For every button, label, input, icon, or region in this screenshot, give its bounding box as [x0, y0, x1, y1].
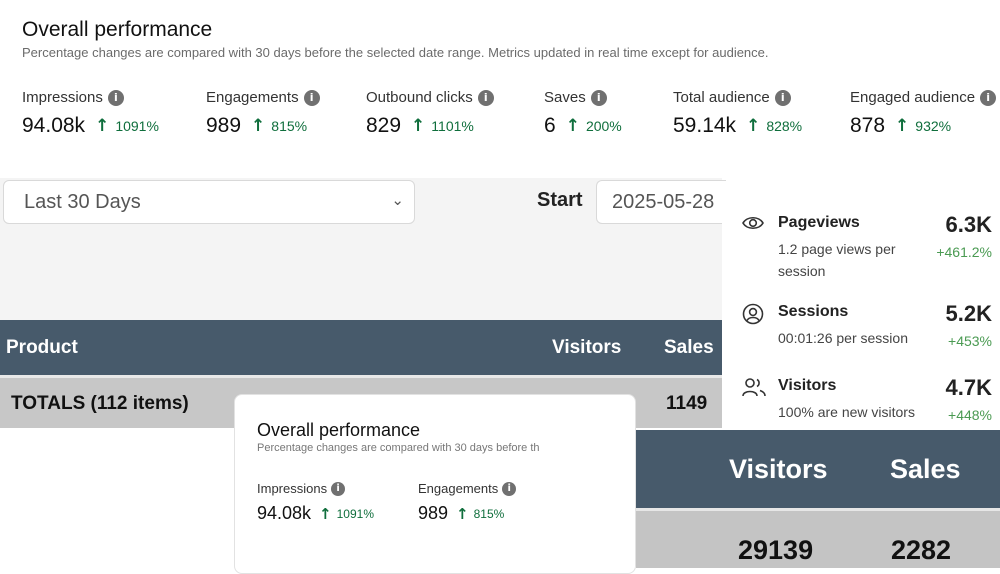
- table-header: Product Visitors Sales: [0, 320, 722, 375]
- metric-label: Impressions: [22, 89, 103, 106]
- info-icon[interactable]: i: [590, 89, 607, 106]
- arrow-up-icon: ↑: [319, 504, 332, 523]
- metric-value: 94.08k: [22, 114, 86, 137]
- stat-change: +453%: [948, 333, 992, 349]
- metric-change: 815%: [473, 506, 505, 521]
- column-header-visitors[interactable]: Visitors: [552, 337, 622, 358]
- stat-change: +448%: [948, 407, 992, 423]
- stat-description: 1.2 page views per session: [778, 241, 896, 279]
- analytics-stats-panel: Pageviews 1.2 page views per session 6.3…: [722, 190, 1000, 430]
- stat-description: 00:01:26 per session: [778, 330, 908, 346]
- eye-icon: [742, 214, 764, 237]
- info-icon[interactable]: i: [502, 481, 517, 496]
- table-row: 29139 2282: [636, 508, 1000, 568]
- metric-value: 6: [544, 114, 556, 137]
- stat-name: Visitors: [778, 377, 837, 394]
- metric-change: 200%: [585, 118, 622, 134]
- metric-value: 94.08k: [257, 503, 312, 523]
- info-icon[interactable]: i: [107, 89, 124, 106]
- visitors-total: 29139: [738, 535, 814, 565]
- start-date-input[interactable]: 2025-05-28: [596, 180, 726, 224]
- metric-change: 1091%: [115, 118, 159, 134]
- sales-total: 2282: [891, 535, 952, 565]
- metric-change: 828%: [766, 118, 803, 134]
- card-title: Overall performance: [257, 420, 421, 440]
- metric-engagements: Engagements i 989 ↑ 815%: [206, 89, 320, 138]
- column-header-sales[interactable]: Sales: [664, 337, 714, 358]
- totals-label: TOTALS (112 items): [11, 393, 189, 414]
- stat-name: Pageviews: [778, 214, 860, 231]
- metric-value: 989: [418, 503, 449, 523]
- metric-label: Outbound clicks: [366, 89, 473, 106]
- arrow-up-icon: ↑: [456, 504, 469, 523]
- metric-label: Engagements: [418, 481, 499, 496]
- metric-value: 59.14k: [673, 114, 737, 137]
- date-range-select[interactable]: Last 30 Days ⌄: [3, 180, 415, 224]
- metric-label: Saves: [544, 89, 586, 106]
- metric-change: 932%: [915, 118, 952, 134]
- arrow-up-icon: ↑: [251, 116, 266, 136]
- totals-sales: 1149: [666, 393, 708, 414]
- date-filter-bar: Last 30 Days ⌄ Start 2025-05-28: [0, 178, 726, 320]
- metric-label: Engagements: [206, 89, 299, 106]
- info-icon[interactable]: i: [303, 89, 320, 106]
- start-label: Start: [537, 189, 583, 211]
- metric-outbound-clicks: Outbound clicks i 829 ↑ 1101%: [366, 89, 494, 138]
- metric-label: Engaged audience: [850, 89, 976, 106]
- table-header: Visitors Sales: [636, 430, 1000, 508]
- metric-value: 878: [850, 114, 886, 137]
- arrow-up-icon: ↑: [565, 116, 580, 136]
- chevron-down-icon[interactable]: ⌄: [391, 191, 404, 209]
- column-header-sales[interactable]: Sales: [890, 454, 961, 484]
- arrow-up-icon: ↑: [746, 116, 761, 136]
- date-range-value: Last 30 Days: [24, 191, 141, 213]
- metric-label: Impressions: [257, 481, 328, 496]
- user-circle-icon: [742, 303, 764, 330]
- stat-value: 5.2K: [945, 301, 992, 326]
- metric-value: 989: [206, 114, 242, 137]
- metric-change: 1091%: [336, 506, 374, 521]
- overall-performance-card: Overall performance Percentage changes a…: [234, 394, 636, 574]
- metric-engagements: Engagements i 989 ↑ 815%: [418, 481, 517, 524]
- users-icon: [742, 377, 766, 402]
- metric-value: 829: [366, 114, 402, 137]
- arrow-up-icon: ↑: [411, 116, 426, 136]
- metric-engaged-audience: Engaged audience i 878 ↑ 932%: [850, 89, 997, 138]
- info-icon[interactable]: i: [774, 89, 791, 106]
- card-subtitle: Percentage changes are compared with 30 …: [257, 442, 540, 454]
- metric-impressions: Impressions i 94.08k ↑ 1091%: [257, 481, 374, 524]
- arrow-up-icon: ↑: [95, 116, 110, 136]
- metric-impressions: Impressions i 94.08k ↑ 1091%: [22, 89, 159, 138]
- info-icon[interactable]: i: [477, 89, 494, 106]
- info-icon[interactable]: i: [331, 481, 346, 496]
- column-header-visitors[interactable]: Visitors: [729, 454, 828, 484]
- stat-change: +461.2%: [936, 244, 992, 260]
- metric-total-audience: Total audience i 59.14k ↑ 828%: [673, 89, 802, 138]
- arrow-up-icon: ↑: [895, 116, 910, 136]
- metric-saves: Saves i 6 ↑ 200%: [544, 89, 622, 138]
- info-icon[interactable]: i: [980, 89, 997, 106]
- stat-description: 100% are new visitors: [778, 404, 915, 420]
- start-date-value: 2025-05-28: [612, 191, 715, 213]
- stat-name: Sessions: [778, 303, 849, 320]
- panel-subtitle: Percentage changes are compared with 30 …: [22, 45, 769, 60]
- stat-value: 4.7K: [945, 375, 992, 400]
- metric-change: 1101%: [431, 118, 474, 134]
- metric-label: Total audience: [673, 89, 770, 106]
- metric-change: 815%: [271, 118, 308, 134]
- visitors-sales-table: Visitors Sales 29139 2282: [636, 430, 1000, 568]
- stat-value: 6.3K: [945, 212, 992, 237]
- overall-performance-panel: Overall performance Percentage changes a…: [0, 0, 1000, 178]
- column-header-product[interactable]: Product: [6, 337, 78, 358]
- panel-title: Overall performance: [22, 18, 213, 41]
